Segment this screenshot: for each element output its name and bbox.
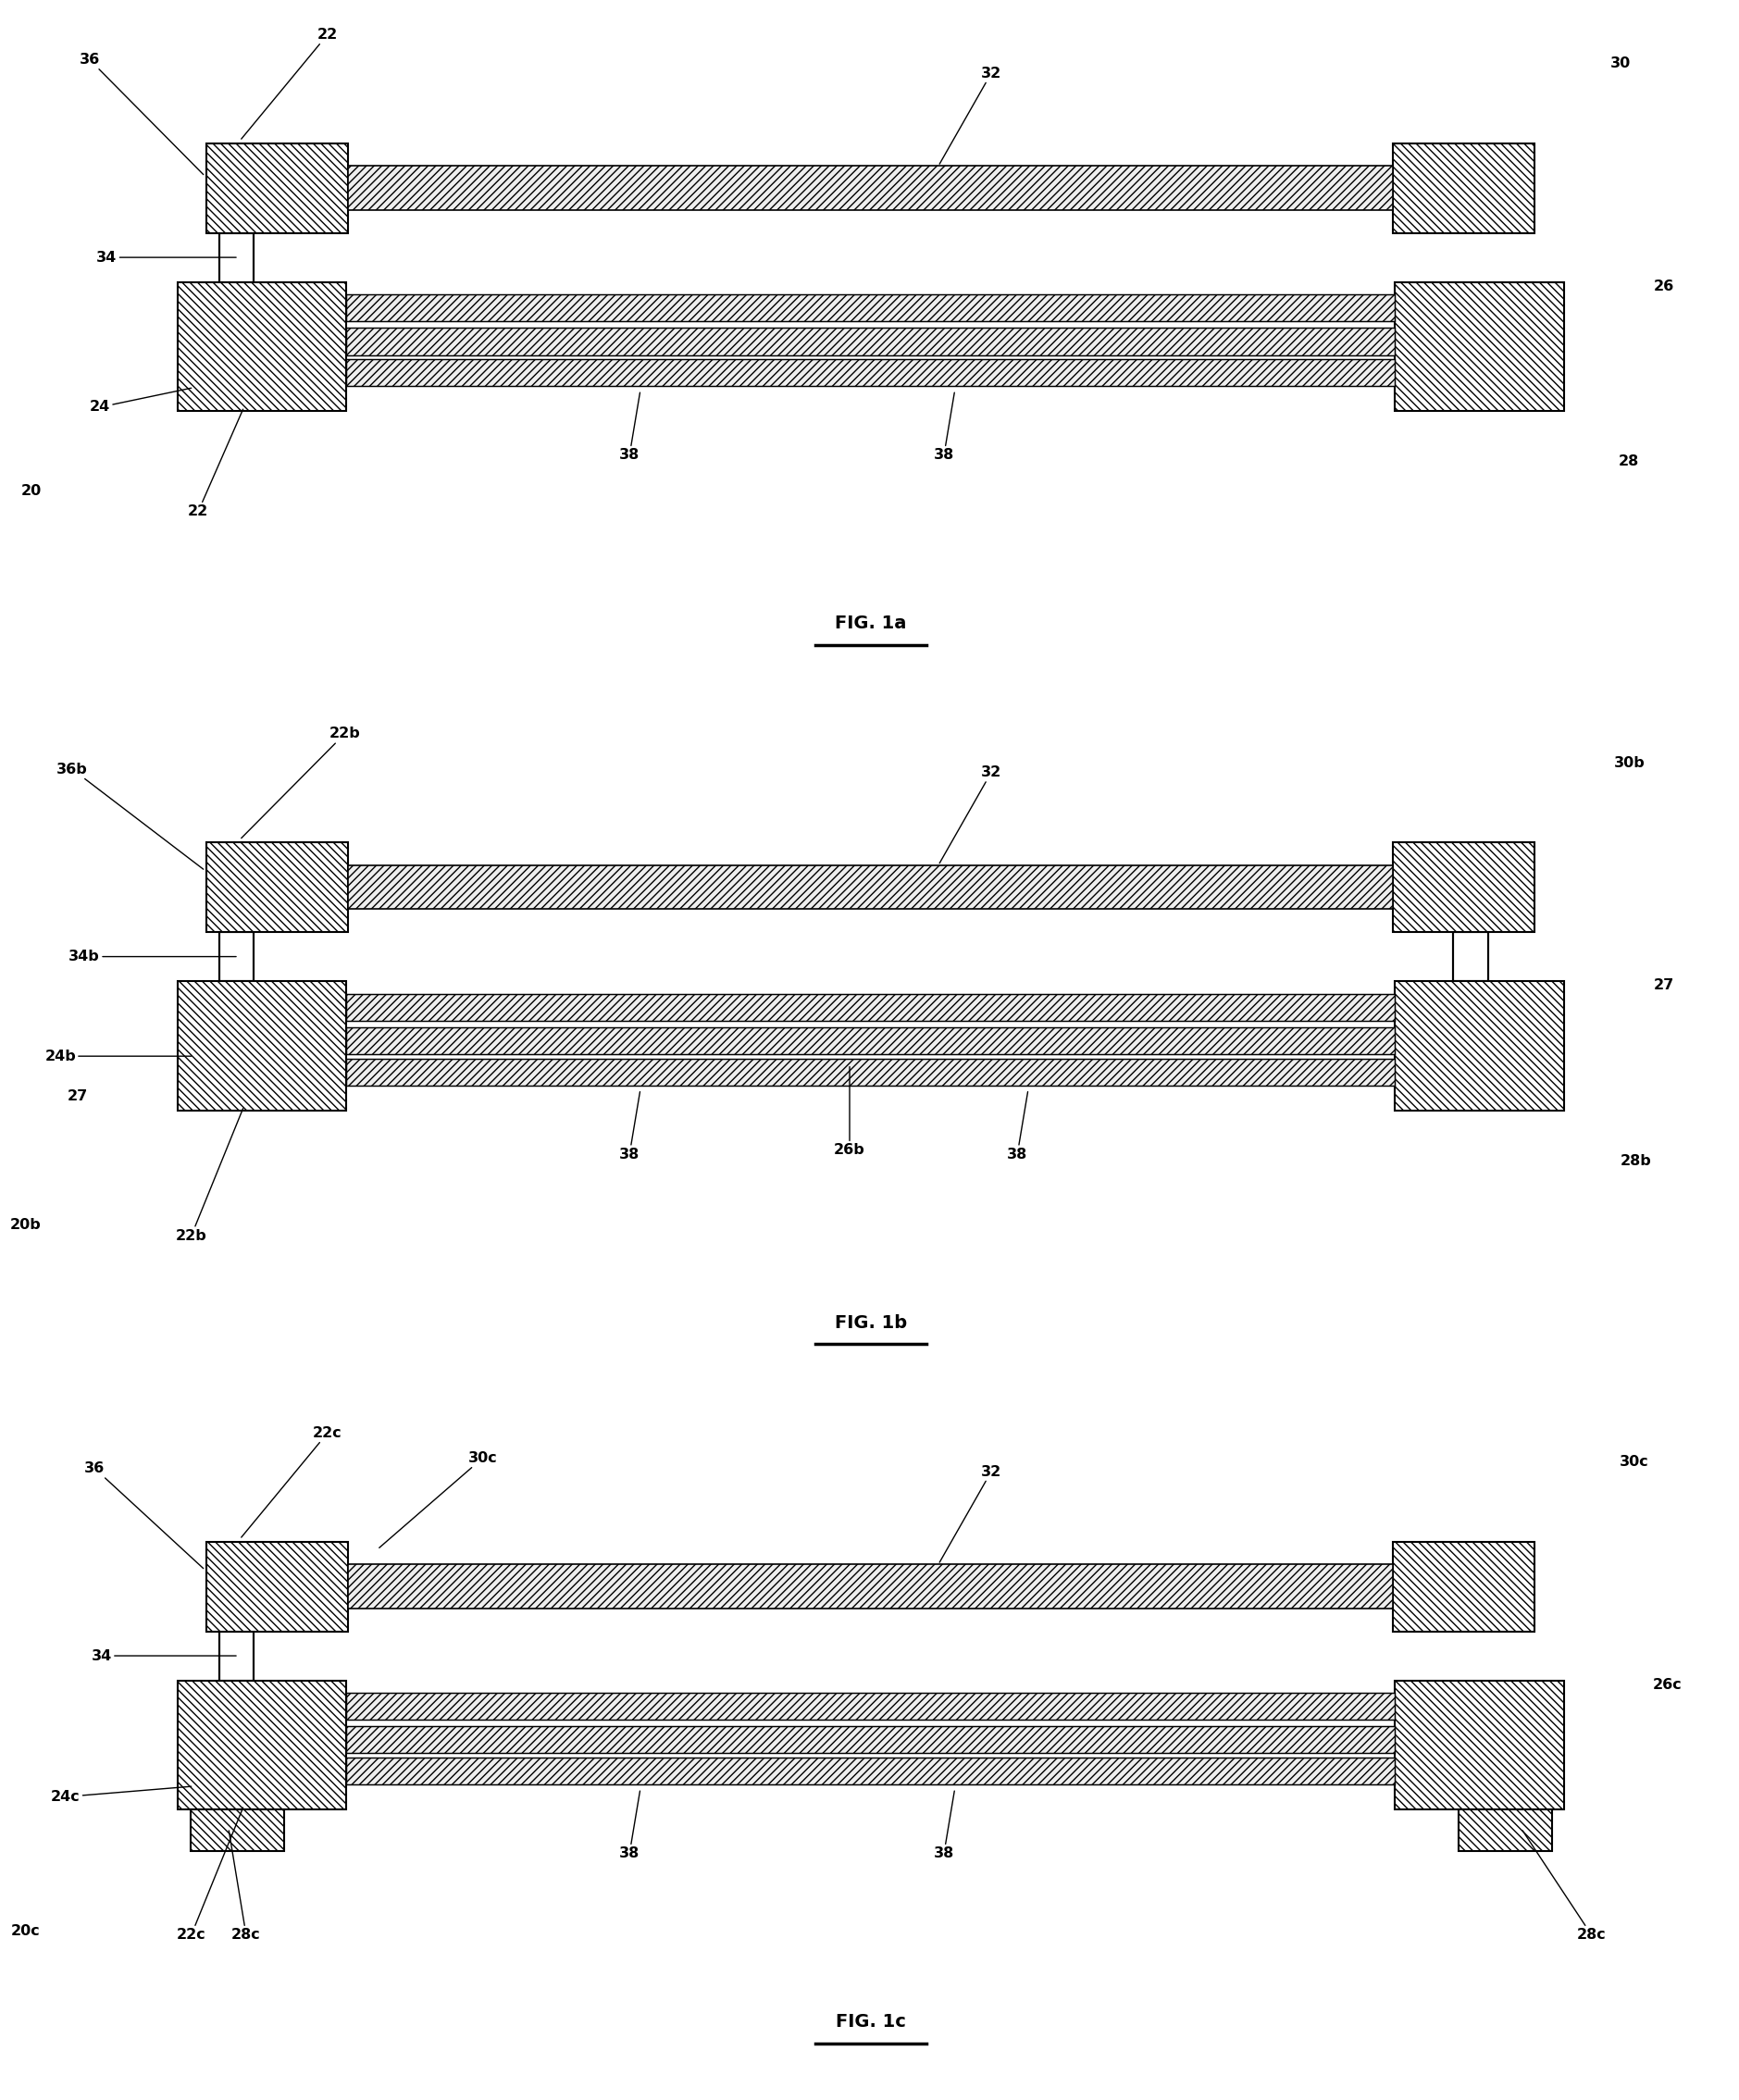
Bar <box>348 865 1393 909</box>
Text: 28c: 28c <box>230 1831 261 1943</box>
Text: 38: 38 <box>619 393 640 462</box>
Text: 22: 22 <box>242 27 337 139</box>
Text: 28c: 28c <box>1523 1831 1607 1943</box>
Bar <box>346 294 1395 321</box>
Bar <box>1454 932 1489 981</box>
Bar <box>177 281 346 412</box>
Text: 32: 32 <box>939 1464 1002 1562</box>
Bar <box>207 1541 348 1632</box>
Text: 22c: 22c <box>177 1808 243 1942</box>
Bar <box>1393 1541 1534 1632</box>
Text: 38: 38 <box>934 1791 955 1861</box>
Text: 26: 26 <box>1654 279 1675 294</box>
Bar <box>219 932 254 981</box>
Bar <box>1395 981 1563 1111</box>
Text: 38: 38 <box>619 1092 640 1161</box>
Text: FIG. 1b: FIG. 1b <box>835 1315 906 1331</box>
Text: 26c: 26c <box>1652 1678 1682 1691</box>
Bar <box>346 359 1395 386</box>
Bar <box>177 981 346 1111</box>
Bar <box>207 842 348 932</box>
Bar <box>346 993 1395 1021</box>
Text: 22c: 22c <box>242 1426 343 1537</box>
Text: 27: 27 <box>68 1090 89 1103</box>
Bar <box>1393 842 1534 932</box>
Bar <box>219 1632 254 1680</box>
Text: 22b: 22b <box>176 1109 243 1243</box>
Bar <box>348 166 1393 210</box>
Text: 20b: 20b <box>10 1218 42 1233</box>
Text: 24c: 24c <box>50 1787 191 1804</box>
Bar <box>346 1058 1395 1086</box>
Bar <box>348 1564 1393 1609</box>
Bar <box>1395 1680 1563 1810</box>
Bar <box>1395 281 1563 412</box>
Bar <box>1393 143 1534 233</box>
Text: 24: 24 <box>90 388 191 414</box>
Bar <box>346 1758 1395 1785</box>
Bar <box>346 1693 1395 1720</box>
Text: 30b: 30b <box>1614 756 1645 771</box>
Text: 32: 32 <box>939 766 1002 863</box>
Bar <box>1459 1810 1551 1852</box>
Bar <box>219 233 254 281</box>
Text: 30c: 30c <box>1619 1455 1649 1470</box>
Text: 28b: 28b <box>1621 1153 1652 1168</box>
Bar <box>346 1027 1395 1054</box>
Text: 30c: 30c <box>379 1451 497 1548</box>
Text: 36: 36 <box>80 53 203 174</box>
Text: 27: 27 <box>1654 979 1675 991</box>
Text: FIG. 1a: FIG. 1a <box>835 615 906 632</box>
Text: 38: 38 <box>1007 1092 1028 1161</box>
Text: 38: 38 <box>619 1791 640 1861</box>
Text: 36: 36 <box>85 1462 203 1569</box>
Bar <box>207 143 348 233</box>
Text: 34: 34 <box>97 250 237 265</box>
Text: FIG. 1c: FIG. 1c <box>835 2014 906 2031</box>
Text: 24b: 24b <box>45 1050 191 1063</box>
Text: 36b: 36b <box>57 762 203 869</box>
Text: 38: 38 <box>934 393 955 462</box>
Text: 26b: 26b <box>835 1067 866 1157</box>
Text: 34: 34 <box>92 1648 237 1663</box>
Text: 20c: 20c <box>10 1924 40 1938</box>
Text: 30: 30 <box>1610 57 1631 71</box>
Bar <box>346 328 1395 355</box>
Text: 20: 20 <box>21 483 42 498</box>
Bar <box>177 1680 346 1810</box>
Text: 34b: 34b <box>70 949 237 964</box>
Text: 32: 32 <box>939 67 1002 164</box>
Text: 28: 28 <box>1619 454 1640 468</box>
Bar <box>346 1726 1395 1754</box>
Text: 22b: 22b <box>242 727 360 838</box>
Text: 22: 22 <box>188 410 243 519</box>
Bar <box>191 1810 283 1852</box>
